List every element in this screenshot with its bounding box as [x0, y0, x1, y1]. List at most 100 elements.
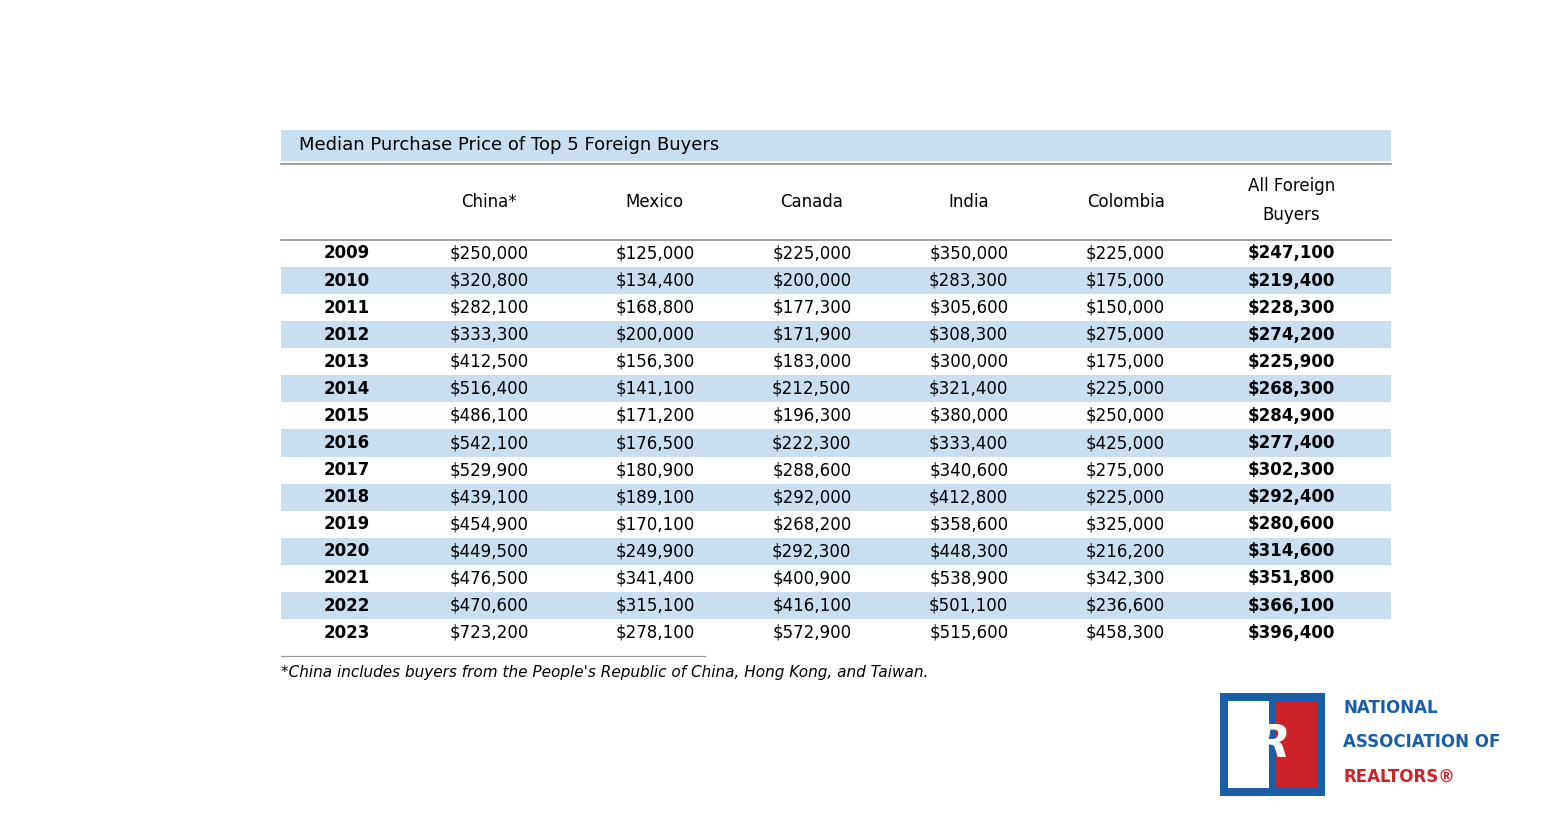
Text: $189,100: $189,100 [615, 488, 695, 506]
Text: $292,300: $292,300 [772, 542, 852, 560]
Text: $177,300: $177,300 [772, 299, 852, 317]
Text: $141,100: $141,100 [615, 380, 695, 398]
Text: $176,500: $176,500 [615, 434, 694, 452]
Text: $200,000: $200,000 [615, 326, 694, 344]
Text: 2010: 2010 [324, 272, 370, 290]
Text: *China includes buyers from the People's Republic of China, Hong Kong, and Taiwa: *China includes buyers from the People's… [280, 665, 929, 680]
Text: 2022: 2022 [324, 596, 370, 614]
Text: $342,300: $342,300 [1085, 569, 1165, 587]
Text: $333,400: $333,400 [929, 434, 1009, 452]
Text: $542,100: $542,100 [449, 434, 529, 452]
Text: $216,200: $216,200 [1085, 542, 1165, 560]
Text: $454,900: $454,900 [449, 515, 528, 533]
Text: $170,100: $170,100 [615, 515, 695, 533]
Text: $515,600: $515,600 [929, 623, 1009, 641]
Text: $351,800: $351,800 [1248, 569, 1336, 587]
Text: $150,000: $150,000 [1087, 299, 1165, 317]
Text: $180,900: $180,900 [615, 461, 694, 479]
Text: $225,000: $225,000 [1085, 380, 1165, 398]
Text: $333,300: $333,300 [449, 326, 529, 344]
Text: $236,600: $236,600 [1085, 596, 1165, 614]
FancyBboxPatch shape [280, 321, 1391, 348]
Text: $325,000: $325,000 [1085, 515, 1165, 533]
Text: $315,100: $315,100 [615, 596, 695, 614]
Text: $302,300: $302,300 [1248, 461, 1336, 479]
Text: $314,600: $314,600 [1248, 542, 1336, 560]
Text: $250,000: $250,000 [449, 245, 529, 263]
Text: $425,000: $425,000 [1087, 434, 1165, 452]
Text: 2011: 2011 [324, 299, 370, 317]
Text: $320,800: $320,800 [449, 272, 529, 290]
Text: $486,100: $486,100 [449, 407, 529, 425]
FancyBboxPatch shape [280, 592, 1391, 619]
Text: $275,000: $275,000 [1087, 461, 1165, 479]
Text: Median Purchase Price of Top 5 Foreign Buyers: Median Purchase Price of Top 5 Foreign B… [299, 137, 719, 155]
Text: $470,600: $470,600 [449, 596, 528, 614]
Text: $168,800: $168,800 [615, 299, 694, 317]
Text: $396,400: $396,400 [1248, 623, 1336, 641]
Text: Canada: Canada [780, 193, 843, 211]
Text: $321,400: $321,400 [929, 380, 1009, 398]
FancyBboxPatch shape [1220, 693, 1325, 796]
Text: $501,100: $501,100 [929, 596, 1009, 614]
Text: $196,300: $196,300 [772, 407, 852, 425]
Text: 2016: 2016 [324, 434, 370, 452]
Text: $305,600: $305,600 [929, 299, 1009, 317]
Text: 2013: 2013 [324, 353, 370, 371]
FancyBboxPatch shape [280, 375, 1391, 402]
Text: $284,900: $284,900 [1248, 407, 1336, 425]
Text: $247,100: $247,100 [1248, 245, 1336, 263]
Text: $300,000: $300,000 [929, 353, 1009, 371]
Text: REALTORS®: REALTORS® [1344, 767, 1455, 785]
FancyBboxPatch shape [280, 483, 1391, 510]
Text: $219,400: $219,400 [1248, 272, 1336, 290]
Text: $380,000: $380,000 [929, 407, 1009, 425]
FancyBboxPatch shape [1276, 701, 1317, 788]
Text: $250,000: $250,000 [1087, 407, 1165, 425]
Text: $268,300: $268,300 [1248, 380, 1336, 398]
FancyBboxPatch shape [1228, 701, 1268, 788]
Text: $282,100: $282,100 [449, 299, 529, 317]
Text: $288,600: $288,600 [772, 461, 852, 479]
Text: $350,000: $350,000 [929, 245, 1009, 263]
Text: $134,400: $134,400 [615, 272, 695, 290]
Text: $308,300: $308,300 [929, 326, 1009, 344]
Text: India: India [949, 193, 990, 211]
Text: $225,900: $225,900 [1248, 353, 1336, 371]
Text: 2009: 2009 [324, 245, 370, 263]
Text: $292,400: $292,400 [1248, 488, 1336, 506]
Text: $280,600: $280,600 [1248, 515, 1336, 533]
Text: $476,500: $476,500 [449, 569, 528, 587]
Text: $340,600: $340,600 [929, 461, 1009, 479]
Text: $156,300: $156,300 [615, 353, 695, 371]
Text: $448,300: $448,300 [929, 542, 1009, 560]
Text: $412,800: $412,800 [929, 488, 1009, 506]
Text: All Foreign: All Foreign [1248, 178, 1336, 196]
Text: $572,900: $572,900 [772, 623, 852, 641]
Text: $175,000: $175,000 [1087, 272, 1165, 290]
Text: $439,100: $439,100 [449, 488, 529, 506]
FancyBboxPatch shape [280, 537, 1391, 565]
Text: 2018: 2018 [324, 488, 370, 506]
Text: Buyers: Buyers [1262, 205, 1320, 223]
Text: $225,000: $225,000 [1085, 488, 1165, 506]
Text: $529,900: $529,900 [449, 461, 529, 479]
Text: NATIONAL: NATIONAL [1344, 699, 1438, 717]
Text: $292,000: $292,000 [772, 488, 852, 506]
Text: 2020: 2020 [324, 542, 370, 560]
Text: $249,900: $249,900 [615, 542, 694, 560]
Text: $723,200: $723,200 [449, 623, 529, 641]
Text: 2014: 2014 [324, 380, 370, 398]
Text: $412,500: $412,500 [449, 353, 529, 371]
Text: ASSOCIATION OF: ASSOCIATION OF [1344, 733, 1500, 751]
Text: $449,500: $449,500 [449, 542, 528, 560]
Text: $268,200: $268,200 [772, 515, 852, 533]
Text: 2023: 2023 [324, 623, 370, 641]
Text: $225,000: $225,000 [1085, 245, 1165, 263]
Text: Colombia: Colombia [1087, 193, 1165, 211]
FancyBboxPatch shape [280, 129, 1391, 161]
Text: $275,000: $275,000 [1087, 326, 1165, 344]
FancyBboxPatch shape [280, 429, 1391, 456]
Text: $171,900: $171,900 [772, 326, 852, 344]
Text: $416,100: $416,100 [772, 596, 852, 614]
